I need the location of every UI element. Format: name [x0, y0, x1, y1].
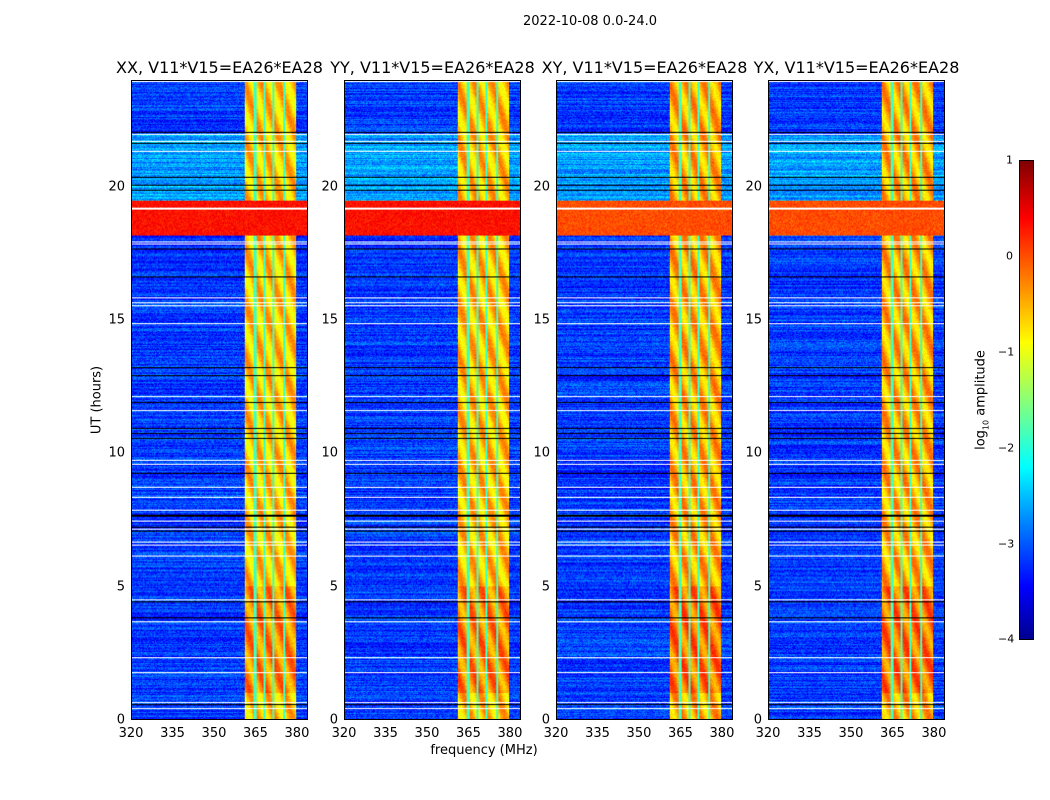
x-tick-label: 335	[373, 726, 398, 741]
y-tick-label: 5	[753, 579, 762, 595]
panel-title: YX, V11*V15=EA26*EA28	[753, 58, 960, 77]
heatmap	[768, 80, 945, 720]
y-axis-label: UT (hours)	[89, 365, 105, 435]
heatmap	[556, 80, 733, 720]
colorbar-label-sub: 10	[981, 419, 991, 431]
x-tick-label: 320	[755, 726, 781, 741]
y-tick-label: 20	[745, 179, 762, 195]
colorbar-label-rest: amplitude	[973, 350, 989, 420]
y-tick-label: 10	[745, 445, 762, 461]
panel-title: XY, V11*V15=EA26*EA28	[541, 58, 748, 77]
colorbar	[1019, 160, 1034, 640]
heatmap	[344, 80, 521, 720]
y-tick-label: 0	[541, 712, 550, 728]
x-tick-label: 320	[543, 726, 569, 741]
x-tick-label: 350	[838, 726, 864, 741]
y-tick-label: 15	[533, 312, 550, 328]
panel-xy: XY, V11*V15=EA26*EA28 320 335 350 365 380 0 5 1…	[533, 58, 747, 741]
panel-xx: XX, V11*V15=EA26*EA28 320 335 350 365 380 0 5 1…	[108, 58, 323, 741]
panel-title: YY, V11*V15=EA26*EA28	[330, 58, 535, 77]
colorbar-tick: −1	[998, 345, 1015, 359]
y-tick-label: 15	[108, 312, 125, 328]
colorbar-tick: −4	[998, 632, 1015, 646]
colorbar-tick: 1	[1006, 153, 1013, 167]
x-tick-label: 320	[331, 726, 357, 741]
colorbar-label: log10 amplitude	[974, 350, 991, 450]
x-tick-label: 365	[668, 726, 693, 741]
y-tick-label: 10	[108, 445, 125, 461]
x-tick-label: 380	[709, 726, 735, 741]
x-tick-label: 320	[118, 726, 144, 741]
y-tick-label: 5	[541, 579, 550, 595]
y-tick-label: 5	[116, 579, 125, 595]
y-tick-label: 0	[116, 712, 125, 728]
colorbar-tick: −3	[998, 537, 1015, 551]
y-tick-label: 10	[533, 445, 550, 461]
panel-title: XX, V11*V15=EA26*EA28	[116, 58, 323, 77]
x-tick-label: 335	[160, 726, 185, 741]
y-tick-label: 15	[321, 312, 338, 328]
colorbar-label-log: log	[973, 430, 989, 450]
x-tick-label: 350	[626, 726, 652, 741]
y-tick-label: 0	[753, 712, 762, 728]
y-tick-label: 0	[329, 712, 338, 728]
y-tick-label: 10	[321, 445, 338, 461]
y-tick-label: 20	[108, 179, 125, 195]
x-tick-label: 365	[880, 726, 905, 741]
figure-title: 2022-10-08 0.0-24.0	[523, 14, 657, 29]
x-tick-label: 380	[921, 726, 947, 741]
colorbar-tick: 0	[1006, 249, 1013, 263]
colorbar-tick: −2	[998, 441, 1015, 455]
y-tick-label: 15	[745, 312, 762, 328]
x-tick-label: 365	[456, 726, 481, 741]
y-tick-label: 20	[321, 179, 338, 195]
x-tick-label: 380	[284, 726, 310, 741]
x-axis-label: frequency (MHz)	[430, 743, 538, 758]
x-tick-label: 335	[797, 726, 822, 741]
heatmap	[131, 80, 308, 720]
panel-yx: YX, V11*V15=EA26*EA28 320 335 350 365 380 0 5 1…	[745, 58, 959, 741]
panel-yy: YY, V11*V15=EA26*EA28 320 335 350 365 380 0 5 1…	[321, 58, 534, 741]
x-tick-label: 350	[201, 726, 227, 741]
x-tick-label: 380	[497, 726, 523, 741]
x-tick-label: 335	[585, 726, 610, 741]
y-tick-label: 20	[533, 179, 550, 195]
x-tick-label: 365	[243, 726, 268, 741]
x-tick-label: 350	[414, 726, 440, 741]
y-tick-label: 5	[329, 579, 338, 595]
